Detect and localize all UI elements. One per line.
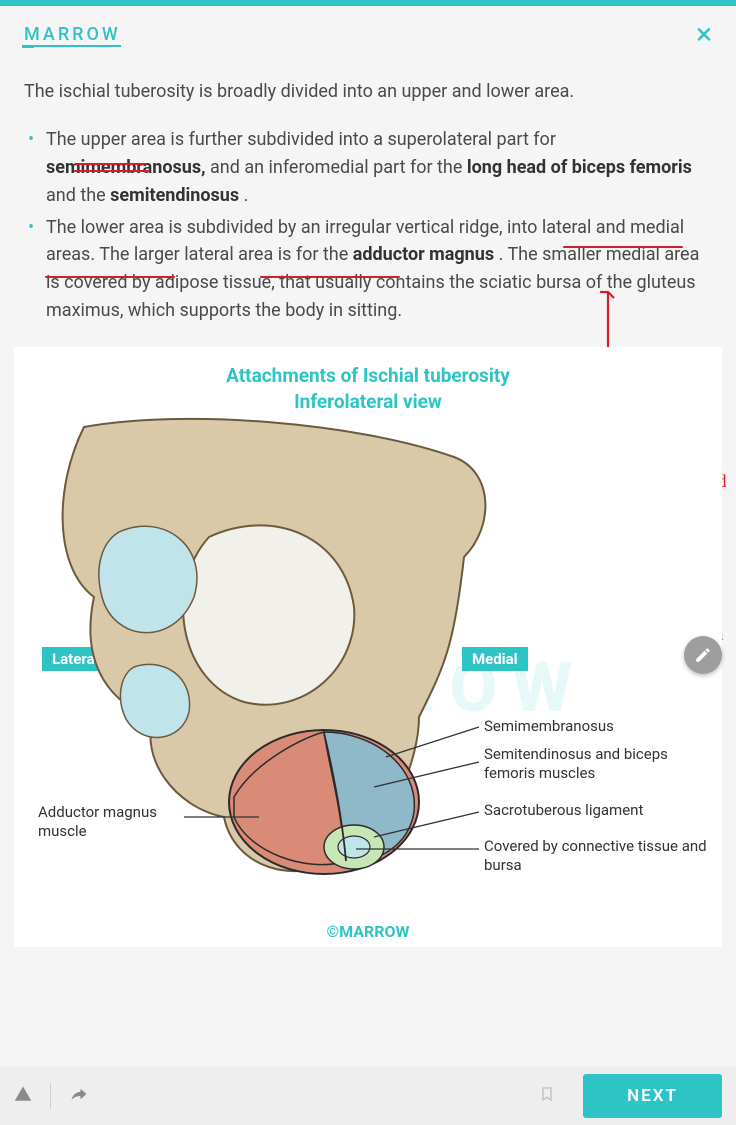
bold-term: semimembranosus, [46,157,206,178]
bold-term: long head of biceps femoris [467,157,692,178]
close-icon[interactable]: × [696,20,712,50]
hand-underline [563,246,683,248]
pencil-icon [694,646,712,664]
hand-underline [74,170,150,172]
separator [50,1083,51,1109]
text-fragment: . [244,185,249,206]
figure-title-line: Inferolateral view [294,390,442,413]
intro-paragraph: The ischial tuberosity is broadly divide… [24,78,712,106]
figure-copyright: ©MARROW [14,922,722,941]
bold-term: adductor magnus [353,244,494,265]
bookmark-icon[interactable] [539,1083,555,1110]
edit-button[interactable] [684,636,722,674]
hand-underline [260,276,400,278]
share-icon[interactable] [69,1085,89,1108]
text-fragment: and the [46,185,110,206]
figure-card: Attachments of Ischial tuberosity Infero… [14,347,722,947]
list-item: The upper area is further subdivided int… [24,126,712,210]
figure-title-line: Attachments of Ischial tuberosity [226,364,510,387]
bold-term: semitendinosus [110,185,239,206]
brand-logo: MARROW [24,24,121,47]
callout-adductor-magnus: Adductor magnus muscle [38,803,208,841]
hand-underline [76,163,146,165]
callout-sacrotuberous: Sacrotuberous ligament [484,801,643,820]
figure-title: Attachments of Ischial tuberosity Infero… [24,363,712,414]
article-body: The ischial tuberosity is broadly divide… [0,58,736,335]
report-icon[interactable] [14,1085,32,1108]
hand-underline [45,276,175,278]
header-bar: MARROW × [0,6,736,58]
footer-bar: NEXT [0,1067,736,1125]
next-button[interactable]: NEXT [583,1074,722,1118]
callout-connective-bursa: Covered by connective tissue and bursa [484,837,722,875]
callout-semitendinosus-biceps: Semitendinosus and biceps femoris muscle… [484,745,722,783]
callout-semimembranosus: Semimembranosus [484,717,614,736]
text-fragment: and an inferomedial part for the [210,157,467,178]
text-fragment: The upper area is further subdivided int… [46,129,556,150]
